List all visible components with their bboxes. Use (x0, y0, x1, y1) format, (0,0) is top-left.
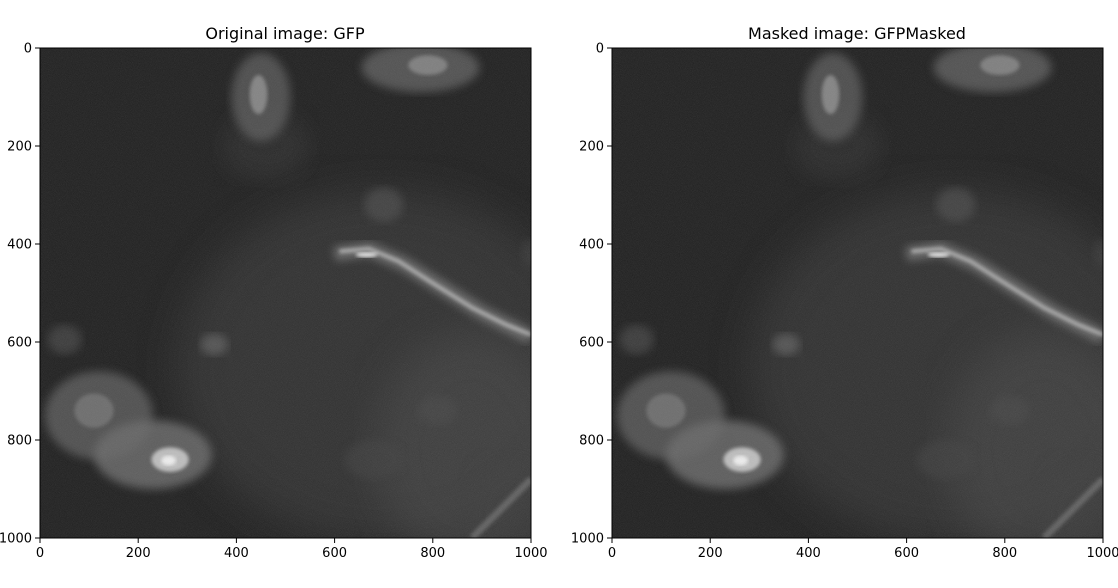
y-axis: 0 200 400 600 800 1000 (0, 42, 40, 547)
x-tick-label: 400 (796, 546, 821, 561)
x-tick-label: 1000 (1086, 546, 1118, 561)
y-tick-label: 1000 (571, 532, 604, 547)
x-tick-label: 0 (36, 546, 44, 561)
micrograph-image (612, 48, 1103, 538)
y-tick-label: 800 (7, 434, 32, 449)
image-grain (612, 48, 1103, 538)
y-tick-label: 200 (579, 140, 604, 155)
x-tick-label: 600 (894, 546, 919, 561)
x-tick-label: 800 (992, 546, 1017, 561)
y-tick-label: 800 (579, 434, 604, 449)
y-tick-label: 200 (7, 140, 32, 155)
x-axis: 0 200 400 600 800 1000 (608, 538, 1118, 561)
y-tick-label: 0 (596, 42, 604, 57)
x-axis: 0 200 400 600 800 1000 (36, 538, 548, 561)
x-tick-label: 600 (322, 546, 347, 561)
y-axis: 0 200 400 600 800 1000 (571, 42, 612, 547)
x-tick-label: 200 (126, 546, 151, 561)
y-tick-label: 600 (7, 336, 32, 351)
x-tick-label: 1000 (514, 546, 547, 561)
x-tick-label: 800 (420, 546, 445, 561)
panel-title: Original image: GFP (205, 24, 365, 43)
x-tick-label: 0 (608, 546, 616, 561)
panel-original: Original image: GFP 0 200 400 600 800 1000 0 2… (0, 24, 548, 561)
panel-masked: Masked image: GFPMasked 0 200 400 600 800 100… (571, 24, 1118, 561)
y-tick-label: 600 (579, 336, 604, 351)
y-tick-label: 400 (7, 238, 32, 253)
micrograph-image (40, 48, 531, 538)
panel-title: Masked image: GFPMasked (748, 24, 966, 43)
image-grain (40, 48, 531, 538)
image-frame (611, 47, 1104, 539)
image-frame (39, 47, 532, 539)
y-tick-label: 1000 (0, 532, 32, 547)
x-tick-label: 200 (698, 546, 723, 561)
y-tick-label: 0 (24, 42, 32, 57)
x-tick-label: 400 (224, 546, 249, 561)
y-tick-label: 400 (579, 238, 604, 253)
